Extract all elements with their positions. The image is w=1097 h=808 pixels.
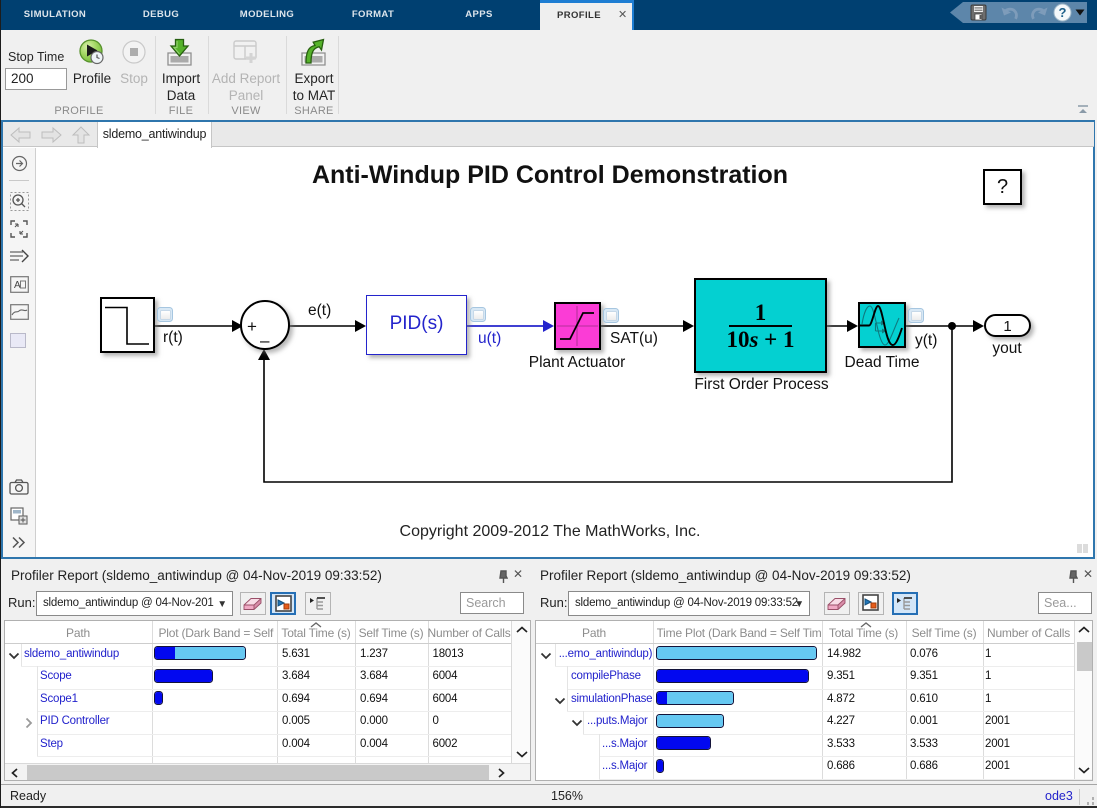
svg-text:A: A	[14, 280, 21, 291]
svg-text:?: ?	[1059, 5, 1067, 20]
svg-text:–: –	[260, 331, 270, 350]
svg-text:+: +	[247, 317, 257, 336]
